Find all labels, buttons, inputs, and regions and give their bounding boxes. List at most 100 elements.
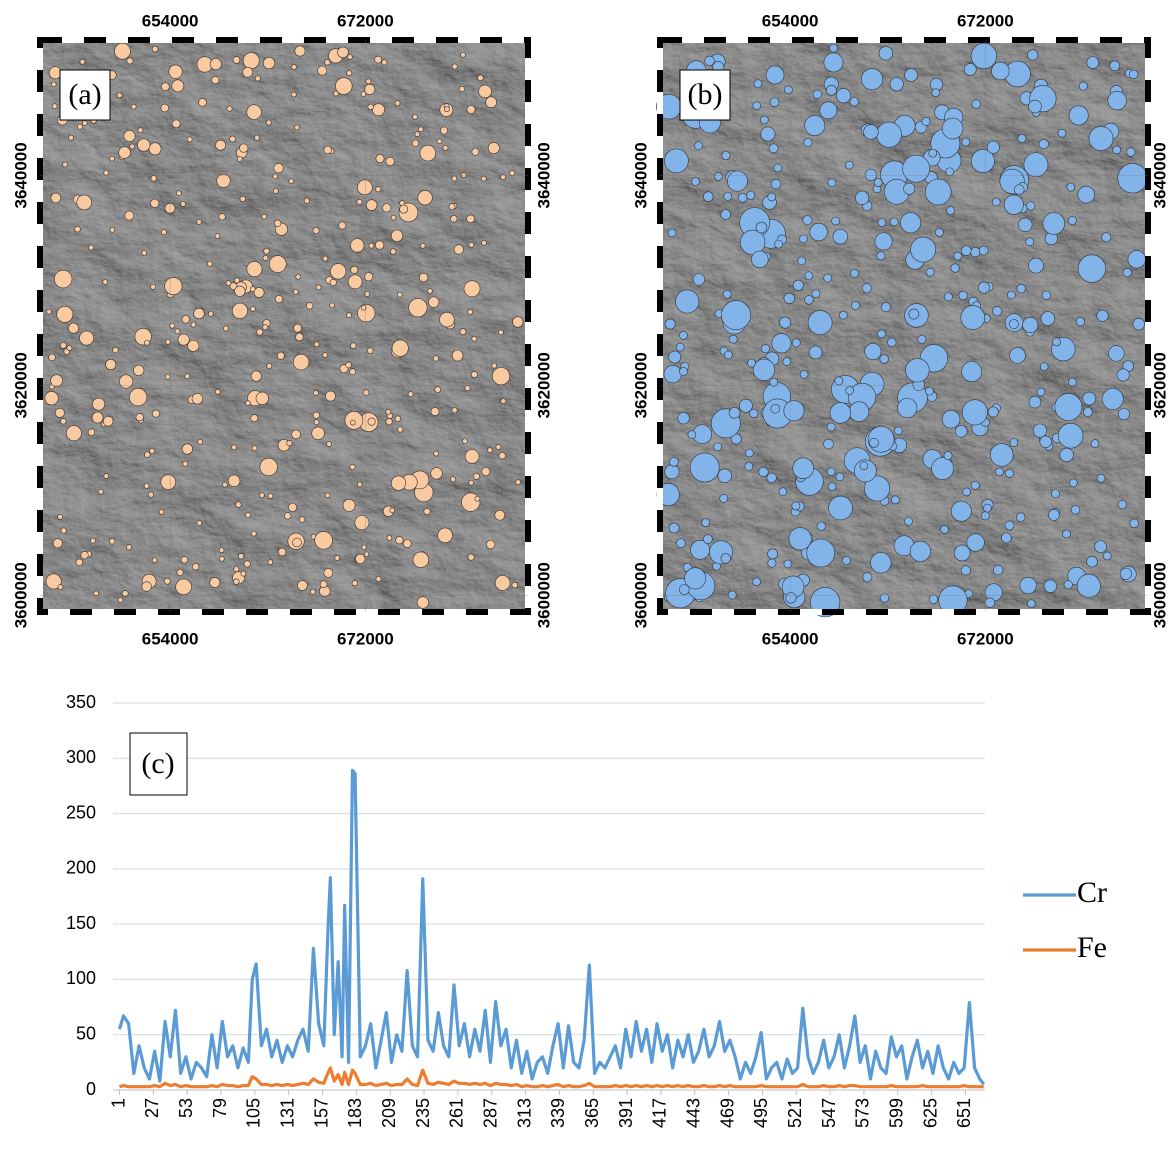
sample-dot — [362, 545, 367, 550]
sample-dot — [368, 418, 375, 425]
sample-dot — [961, 306, 985, 330]
sample-dot — [454, 245, 464, 255]
sample-dot — [1133, 318, 1145, 330]
sample-dot — [428, 297, 439, 308]
sample-dot — [263, 325, 268, 330]
sample-dot — [906, 358, 930, 382]
sample-dot — [724, 351, 732, 359]
sample-dot — [1023, 317, 1038, 332]
sample-dot — [67, 345, 72, 350]
sample-dot — [1102, 388, 1123, 409]
sample-dot — [245, 513, 250, 518]
sample-dot — [1018, 218, 1032, 232]
sample-dot — [946, 168, 954, 176]
sample-dot — [254, 287, 264, 297]
sample-dot — [729, 335, 737, 343]
sample-dot — [851, 301, 859, 309]
sample-dot — [77, 124, 82, 129]
sample-dot — [1028, 100, 1041, 113]
sample-dot — [1009, 320, 1018, 329]
sample-dot — [954, 252, 962, 260]
sample-dot — [1117, 369, 1129, 381]
sample-dot — [227, 106, 232, 111]
sample-dot — [110, 156, 115, 161]
sample-dot — [257, 329, 263, 335]
sample-dot — [464, 281, 480, 297]
sample-dot — [475, 496, 480, 501]
sample-dot — [52, 104, 57, 109]
sample-dot — [90, 538, 95, 543]
sample-dot — [760, 116, 768, 124]
sample-dot — [1033, 424, 1046, 437]
sample-dot — [376, 576, 381, 581]
sample-dot — [703, 192, 713, 202]
sample-dot — [350, 369, 356, 375]
sample-dot — [199, 98, 207, 106]
sample-dot — [462, 439, 467, 444]
sample-dot — [513, 317, 524, 328]
sample-dot — [330, 303, 335, 308]
sample-dot — [492, 367, 509, 384]
sample-dot — [372, 104, 384, 116]
sample-dot — [274, 220, 281, 227]
sample-dot — [702, 519, 710, 527]
sample-dot — [839, 311, 847, 319]
sample-dot — [727, 171, 747, 191]
sample-dot — [287, 441, 292, 446]
map-y-tick-label: 3620000 — [631, 352, 650, 418]
sample-dot — [144, 340, 149, 345]
sample-dot — [133, 365, 144, 376]
sample-dot — [495, 576, 510, 591]
sample-dot — [207, 261, 212, 266]
sample-dot — [144, 483, 149, 488]
sample-dot — [784, 401, 804, 421]
sample-dot — [460, 329, 466, 335]
sample-dot — [131, 104, 136, 109]
sample-dot — [229, 136, 235, 142]
y-tick-label: 250 — [66, 802, 96, 822]
sample-dot — [461, 52, 466, 57]
sample-dot — [768, 559, 776, 567]
sample-dot — [967, 534, 985, 552]
sample-dot — [240, 196, 246, 202]
sample-dot — [780, 317, 791, 328]
sample-dot — [690, 453, 719, 482]
sample-dot — [874, 179, 882, 187]
sample-dot — [409, 298, 427, 316]
sample-dot — [451, 477, 456, 482]
sample-dot — [903, 155, 930, 182]
sample-dot — [383, 204, 391, 212]
map-x-tick-label: 672000 — [957, 629, 1014, 648]
sample-dot — [932, 457, 954, 479]
sample-dot — [1097, 474, 1105, 482]
sample-dot — [487, 448, 492, 453]
sample-dot — [274, 163, 284, 173]
map-y-tick-label: 3600000 — [631, 562, 650, 628]
sample-dot — [82, 121, 87, 126]
sample-dot — [75, 226, 81, 232]
sample-dot — [988, 407, 998, 417]
sample-dot — [88, 429, 95, 436]
x-tick-label: 339 — [548, 1098, 568, 1128]
sample-dot — [346, 362, 352, 368]
sample-dot — [1016, 513, 1025, 522]
sample-dot — [990, 443, 1013, 466]
sample-dot — [826, 85, 836, 95]
x-tick-label: 53 — [176, 1098, 196, 1118]
sample-dot — [771, 179, 781, 189]
sample-dot — [191, 322, 196, 327]
sample-dot — [805, 296, 814, 305]
sample-dot — [294, 324, 302, 332]
sample-dot — [80, 331, 94, 345]
sample-dot — [256, 392, 269, 405]
sample-dot — [1005, 521, 1014, 530]
map-x-tick-label: 654000 — [762, 11, 819, 30]
sample-dot — [905, 69, 918, 82]
sample-dot — [264, 248, 270, 254]
sample-dot — [324, 146, 332, 154]
sample-dot — [846, 387, 854, 395]
map-y-tick-label: 3640000 — [534, 142, 553, 208]
sample-dot — [192, 393, 203, 404]
sample-dot — [481, 176, 486, 181]
sample-dot — [366, 200, 377, 211]
